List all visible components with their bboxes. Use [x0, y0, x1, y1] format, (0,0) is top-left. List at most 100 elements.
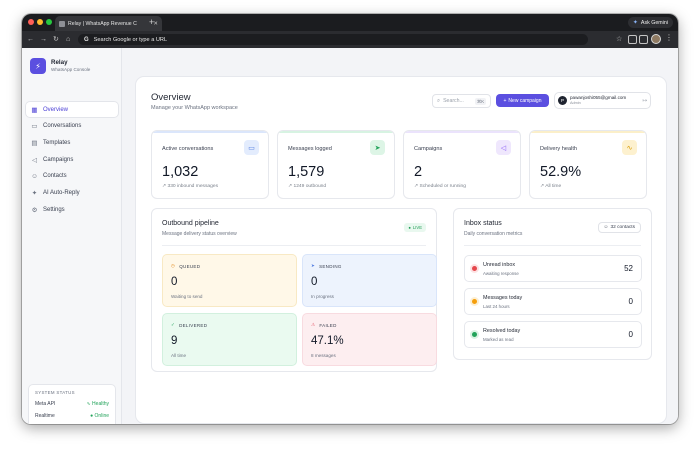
- search-shortcut: ⌘K: [475, 97, 486, 105]
- inbox-row-value: 52: [624, 264, 633, 273]
- stat-card-messages-logged: Messages logged ➤ 1,579 ↗ 1249 outbound: [277, 130, 395, 199]
- send-icon: ➤: [370, 140, 385, 155]
- maximize-window-button[interactable]: [46, 19, 52, 25]
- gemini-icon: ✦: [632, 20, 638, 26]
- status-row-meta-api: Meta API ∿ Healthy: [35, 401, 109, 407]
- sidebar-item-contacts[interactable]: ☺ Contacts: [26, 169, 118, 184]
- tab-strip: Relay | WhatsApp Revenue C ✕ + ✦ Ask Gem…: [22, 14, 678, 31]
- sidebar-item-overview[interactable]: ▦ Overview: [26, 102, 118, 117]
- search-input[interactable]: ⌕ Search... ⌘K: [432, 94, 491, 108]
- sidebar-item-ai-auto-reply[interactable]: ✦ AI Auto-Reply: [26, 185, 118, 200]
- sidebar-item-settings[interactable]: ⚙ Settings: [26, 202, 118, 217]
- tile-header: ◷ QUEUED: [171, 263, 201, 269]
- inbox-row-resolved-today[interactable]: Resolved today Marked as read 0: [464, 321, 642, 348]
- tile-value: 47.1%: [311, 335, 344, 347]
- main-panel: Overview Manage your WhatsApp workspace …: [135, 76, 667, 424]
- sidebar-item-label: Settings: [43, 206, 65, 213]
- status-label: Meta API: [35, 401, 56, 407]
- sidebar-nav: ▦ Overview ▭ Conversations ▤ Templates ◁…: [26, 102, 118, 219]
- divider: [162, 245, 426, 246]
- tile-header: ⚠ FAILED: [311, 322, 337, 328]
- tile-value: 0: [171, 276, 178, 288]
- tile-sub: All time: [171, 353, 187, 358]
- status-dot: [472, 332, 477, 337]
- tile-header: ➤ SENDING: [311, 263, 342, 269]
- inbox-subtitle: Daily conversation metrics: [464, 231, 523, 237]
- back-icon[interactable]: ←: [27, 36, 34, 43]
- send-icon: ➤: [311, 263, 316, 268]
- document-icon: ▤: [31, 139, 38, 147]
- tile-sending: ➤ SENDING 0 In progress: [302, 254, 437, 307]
- contacts-badge[interactable]: ☺ 32 contacts: [597, 222, 641, 233]
- user-email: pawanjoshi055@gmail.com: [570, 95, 627, 101]
- users-icon: ☺: [31, 172, 38, 180]
- megaphone-icon: ◁: [32, 156, 37, 164]
- divider: [464, 245, 641, 246]
- page-title: Overview: [151, 92, 191, 103]
- favicon-icon: [59, 20, 65, 27]
- profile-avatar[interactable]: [651, 34, 661, 44]
- stat-card-active-conversations: Active conversations ▭ 1,032 ↗ 330 inbou…: [151, 130, 269, 199]
- bookmark-star-icon[interactable]: ☆: [616, 36, 623, 43]
- pipeline-subtitle: Message delivery status overview: [162, 231, 237, 237]
- brand[interactable]: ⚡ Relay WhatsApp Console: [30, 58, 90, 74]
- close-window-button[interactable]: [28, 19, 34, 25]
- logout-icon[interactable]: ↦: [642, 97, 647, 104]
- status-dot: [472, 266, 477, 271]
- pulse-icon: ∿: [622, 140, 637, 155]
- browser-tab[interactable]: Relay | WhatsApp Revenue C ✕: [55, 16, 162, 31]
- stat-sub: ↗ 1249 outbound: [288, 184, 327, 189]
- inbox-row-unread[interactable]: Unread inbox Awaiting response 52: [464, 255, 642, 282]
- tab-title: Relay | WhatsApp Revenue C: [68, 20, 137, 27]
- sidebar-item-label: Contacts: [43, 173, 67, 180]
- forward-icon[interactable]: →: [40, 36, 47, 43]
- sidebar-item-templates[interactable]: ▤ Templates: [26, 135, 118, 150]
- tile-delivered: ✓ DELIVERED 9 All time: [162, 313, 297, 366]
- stat-label: Active conversations: [162, 146, 214, 152]
- sidebar-item-campaigns[interactable]: ◁ Campaigns: [26, 152, 118, 167]
- avatar: P: [558, 96, 567, 105]
- inbox-row-messages-today[interactable]: Messages today Last 24 hours 0: [464, 288, 642, 315]
- stat-accent: [278, 131, 394, 133]
- ask-gemini-button[interactable]: ✦ Ask Gemini: [627, 17, 673, 28]
- reload-icon[interactable]: ↻: [53, 36, 59, 43]
- window-controls: [28, 19, 52, 25]
- user-role: Admin: [570, 100, 581, 105]
- tile-queued: ◷ QUEUED 0 Waiting to send: [162, 254, 297, 307]
- brand-name: Relay: [51, 59, 68, 66]
- stat-card-delivery-health: Delivery health ∿ 52.9% ↗ All time: [529, 130, 647, 199]
- sidebar-item-conversations[interactable]: ▭ Conversations: [26, 119, 118, 134]
- home-icon[interactable]: ⌂: [66, 36, 71, 43]
- inbox-status-card: Inbox status Daily conversation metrics …: [453, 208, 652, 360]
- status-label: Realtime: [35, 413, 55, 419]
- sidebar: ⚡ Relay WhatsApp Console ▦ Overview ▭ Co…: [22, 48, 122, 424]
- status-row-realtime: Realtime ● Online: [35, 413, 109, 419]
- tile-value: 9: [171, 335, 178, 347]
- sidebar-item-label: AI Auto-Reply: [43, 189, 80, 196]
- extensions-icon[interactable]: [628, 35, 637, 44]
- ask-gemini-label: Ask Gemini: [640, 19, 668, 26]
- minimize-window-button[interactable]: [37, 19, 43, 25]
- stat-value: 1,032: [162, 164, 199, 180]
- stat-label: Messages logged: [288, 146, 332, 152]
- page-subtitle: Manage your WhatsApp workspace: [151, 105, 238, 111]
- stat-accent: [152, 131, 268, 133]
- tab-close-icon[interactable]: ✕: [153, 20, 158, 27]
- new-campaign-button[interactable]: + New campaign: [496, 94, 549, 107]
- search-placeholder: Search...: [443, 98, 464, 104]
- tile-header: ✓ DELIVERED: [171, 322, 208, 328]
- sidepanel-icon[interactable]: [639, 35, 648, 44]
- gear-icon: ⚙: [31, 206, 38, 214]
- system-status-title: SYSTEM STATUS: [35, 390, 75, 395]
- status-dot: [472, 299, 477, 304]
- chat-icon: ▭: [31, 123, 38, 131]
- status-value: ● Online: [90, 413, 109, 419]
- outbound-pipeline-card: Outbound pipeline Message delivery statu…: [151, 208, 437, 372]
- menu-icon[interactable]: ⋮: [665, 33, 673, 42]
- inbox-row-value: 0: [628, 330, 633, 339]
- user-menu[interactable]: P pawanjoshi055@gmail.com Admin ↦: [554, 92, 651, 109]
- browser-toolbar: ← → ↻ ⌂ G Search Google or type a URL ☆ …: [22, 31, 678, 48]
- address-bar[interactable]: G Search Google or type a URL: [78, 34, 588, 45]
- new-tab-button[interactable]: +: [149, 17, 155, 27]
- tile-sub: Waiting to send: [171, 294, 203, 299]
